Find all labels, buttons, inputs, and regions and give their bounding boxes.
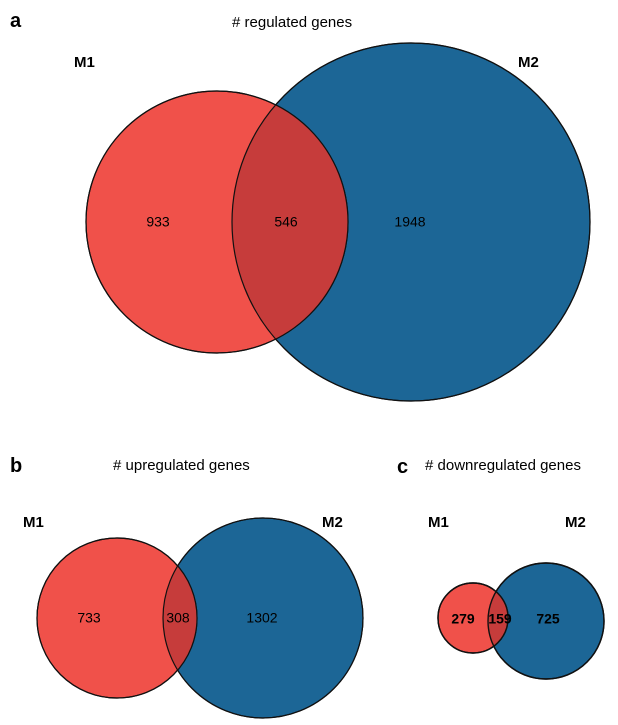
panel-a-letter: a — [10, 10, 22, 32]
panel-c: c # downregulated genes M1 M2 279 159 72… — [397, 456, 605, 680]
panel-b: b # upregulated genes M1 M2 733 308 1302 — [10, 455, 364, 719]
panel-c-set1-label: M1 — [428, 514, 449, 531]
panel-b-only-m1-count: 733 — [77, 610, 101, 626]
panel-c-only-m1-count: 279 — [451, 611, 475, 627]
panel-c-m1-outline — [437, 582, 509, 654]
panel-a: a # regulated genes M1 M2 933 546 1948 — [10, 10, 591, 402]
panel-a-m1-outline — [85, 90, 349, 354]
panel-a-set1-label: M1 — [74, 54, 95, 71]
panel-b-title: # upregulated genes — [113, 457, 250, 474]
panel-b-set2-label: M2 — [322, 514, 343, 531]
panel-c-title: # downregulated genes — [425, 457, 581, 474]
panel-c-only-m2-count: 725 — [536, 611, 560, 627]
panel-b-letter: b — [10, 455, 22, 477]
panel-a-set2-label: M2 — [518, 54, 539, 71]
panel-b-m2-outline — [162, 517, 364, 719]
panel-a-title: # regulated genes — [232, 14, 352, 31]
panel-b-only-m2-count: 1302 — [246, 610, 277, 626]
panel-a-m2-outline — [231, 42, 591, 402]
panel-b-m1-outline — [36, 537, 198, 699]
panel-b-overlap-count: 308 — [166, 610, 190, 626]
panel-c-letter: c — [397, 456, 408, 478]
panel-c-overlap-count: 159 — [488, 611, 512, 627]
panel-a-overlap-count: 546 — [274, 214, 298, 230]
panel-a-only-m2-count: 1948 — [394, 214, 425, 230]
panel-c-set2-label: M2 — [565, 514, 586, 531]
panel-c-m2-outline — [487, 562, 605, 680]
panel-a-only-m1-count: 933 — [146, 214, 170, 230]
panel-b-set1-label: M1 — [23, 514, 44, 531]
